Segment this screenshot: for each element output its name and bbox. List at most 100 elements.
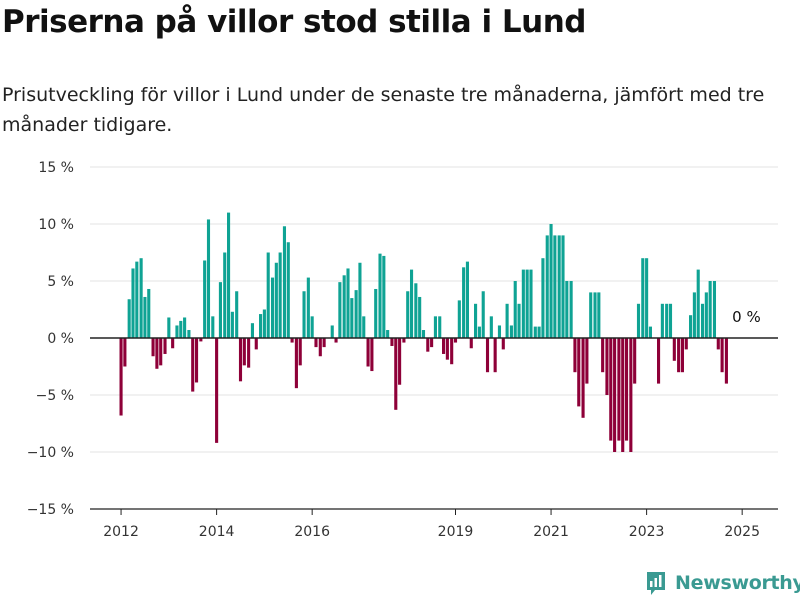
bar bbox=[206, 219, 211, 338]
bar bbox=[573, 338, 577, 373]
bar bbox=[712, 281, 717, 338]
bar bbox=[155, 338, 159, 369]
bar bbox=[668, 303, 673, 338]
bar bbox=[624, 338, 629, 441]
y-tick-label: −15 % bbox=[27, 502, 74, 518]
bar bbox=[433, 316, 437, 338]
x-tick-label: 2023 bbox=[629, 524, 665, 540]
bar bbox=[302, 291, 306, 338]
bar bbox=[509, 325, 513, 338]
bar bbox=[330, 325, 334, 338]
bar bbox=[362, 316, 366, 338]
bar bbox=[171, 338, 175, 349]
bar bbox=[131, 268, 135, 338]
bar bbox=[127, 299, 131, 338]
bar bbox=[724, 338, 728, 384]
bar bbox=[386, 330, 390, 338]
bar bbox=[194, 338, 199, 383]
bar bbox=[223, 252, 227, 338]
x-tick-label: 2019 bbox=[438, 524, 474, 540]
x-tick-label: 2021 bbox=[533, 524, 569, 540]
bar bbox=[394, 338, 398, 410]
bar bbox=[366, 338, 370, 367]
bar bbox=[227, 212, 231, 338]
bar bbox=[720, 338, 724, 373]
bar bbox=[314, 338, 318, 348]
bar bbox=[119, 338, 123, 416]
bar bbox=[633, 338, 637, 384]
brand-name: Newsworthy bbox=[675, 572, 800, 594]
bar bbox=[247, 338, 251, 368]
bar bbox=[442, 338, 446, 354]
bar bbox=[370, 338, 374, 372]
bar bbox=[609, 338, 613, 441]
bar bbox=[477, 326, 481, 338]
bar bbox=[593, 292, 597, 338]
axes bbox=[90, 337, 778, 515]
bar bbox=[589, 292, 593, 338]
bar bbox=[398, 338, 402, 385]
y-tick-label: −5 % bbox=[36, 388, 74, 404]
bar bbox=[577, 338, 581, 407]
newsworthy-icon bbox=[645, 570, 667, 596]
bars bbox=[119, 212, 728, 452]
bar bbox=[318, 338, 322, 357]
bar bbox=[680, 338, 684, 373]
bar bbox=[521, 269, 525, 338]
bar bbox=[438, 316, 442, 338]
bar bbox=[505, 303, 509, 338]
y-tick-label: −10 % bbox=[27, 445, 74, 461]
bar bbox=[700, 303, 705, 338]
bar bbox=[135, 261, 139, 338]
bar bbox=[457, 300, 461, 338]
bar bbox=[139, 258, 143, 338]
bar bbox=[450, 338, 454, 365]
bar bbox=[513, 281, 517, 338]
bar bbox=[346, 268, 350, 338]
bar bbox=[549, 224, 553, 338]
bar bbox=[238, 338, 243, 382]
bar bbox=[390, 338, 394, 346]
bar bbox=[374, 288, 378, 338]
y-tick-label: 0 % bbox=[47, 331, 74, 347]
y-tick-label: 5 % bbox=[47, 274, 74, 290]
bar bbox=[453, 338, 458, 343]
bar bbox=[354, 290, 358, 338]
bar bbox=[641, 258, 645, 338]
bar bbox=[689, 315, 693, 338]
bar bbox=[199, 338, 203, 342]
bar bbox=[708, 281, 712, 338]
bar bbox=[677, 338, 681, 373]
bar bbox=[497, 325, 502, 338]
bar bbox=[613, 338, 617, 452]
bar bbox=[123, 338, 127, 367]
bar bbox=[402, 338, 406, 343]
bar bbox=[350, 298, 354, 338]
bar bbox=[561, 235, 565, 338]
bar bbox=[585, 338, 589, 384]
bar bbox=[430, 338, 434, 348]
bar bbox=[645, 258, 649, 338]
bar bbox=[692, 292, 696, 338]
bar bbox=[517, 303, 521, 338]
bar bbox=[426, 338, 430, 352]
bar bbox=[262, 309, 266, 338]
bar bbox=[545, 235, 549, 338]
bar bbox=[553, 235, 557, 338]
newsworthy-logo: Newsworthy bbox=[645, 568, 800, 598]
bar bbox=[465, 261, 469, 338]
x-tick-label: 2012 bbox=[103, 524, 139, 540]
bar bbox=[481, 291, 485, 338]
bar bbox=[421, 330, 426, 338]
bar bbox=[597, 292, 601, 338]
bar bbox=[211, 316, 215, 338]
bar bbox=[418, 296, 422, 338]
chart-title: Priserna på villor stod stilla i Lund bbox=[2, 4, 586, 40]
bar bbox=[266, 252, 270, 338]
x-tick-label: 2025 bbox=[724, 524, 760, 540]
y-tick-label: 10 % bbox=[38, 217, 74, 233]
bar bbox=[378, 253, 382, 338]
bar bbox=[557, 235, 561, 338]
bar bbox=[533, 326, 537, 338]
